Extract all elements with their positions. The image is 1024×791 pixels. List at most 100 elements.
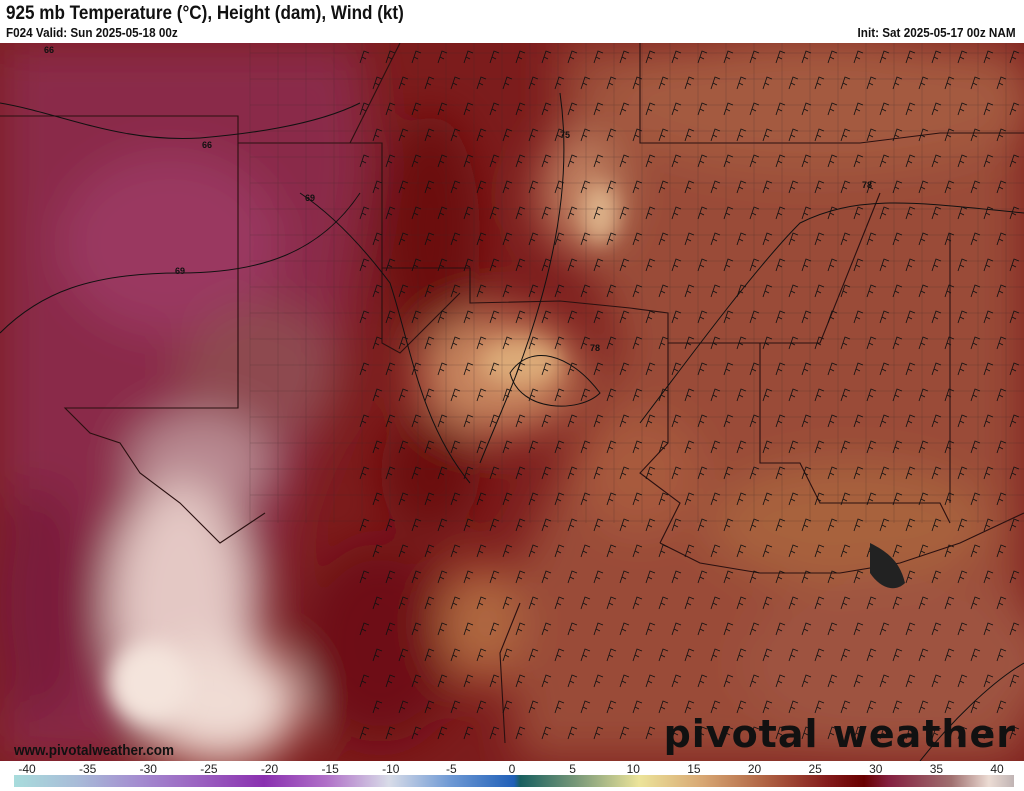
wind-barb (515, 726, 526, 740)
wind-barb (554, 440, 565, 454)
wind-barb (411, 50, 422, 64)
wind-barb (944, 284, 955, 298)
wind-barb (1009, 414, 1020, 428)
wind-barb (437, 50, 448, 64)
wind-barb (814, 128, 825, 142)
wind-barb (710, 596, 721, 610)
wind-barb (840, 700, 851, 714)
wind-barb (931, 102, 942, 116)
wind-barb (658, 440, 669, 454)
wind-barb (827, 206, 838, 220)
wind-barb (710, 544, 721, 558)
wind-barb (424, 388, 435, 402)
wind-barb (905, 206, 916, 220)
wind-barb (892, 128, 903, 142)
wind-barb (762, 648, 773, 662)
wind-barb (996, 492, 1007, 506)
wind-barb (918, 232, 929, 246)
wind-barb (606, 700, 617, 714)
wind-barb (853, 466, 864, 480)
wind-barb (619, 518, 630, 532)
wind-barb (853, 570, 864, 584)
wind-barb (502, 128, 513, 142)
wind-barb (489, 102, 500, 116)
wind-barb (411, 310, 422, 324)
wind-barb (892, 440, 903, 454)
wind-barb (983, 362, 994, 376)
wind-barb (853, 310, 864, 324)
wind-barb (450, 440, 461, 454)
wind-barb (775, 310, 786, 324)
wind-barb (515, 206, 526, 220)
wind-barb (996, 128, 1007, 142)
wind-barb (450, 180, 461, 194)
wind-barb (476, 440, 487, 454)
wind-barb (593, 154, 604, 168)
wind-barb (1009, 102, 1020, 116)
wind-barb (463, 726, 474, 740)
wind-barb (918, 544, 929, 558)
wind-barb (801, 518, 812, 532)
colorbar-tick: 30 (869, 762, 883, 776)
wind-barb (879, 206, 890, 220)
wind-barb (463, 518, 474, 532)
wind-barb (957, 310, 968, 324)
wind-barb (762, 492, 773, 506)
wind-barb (684, 388, 695, 402)
wind-barb (528, 336, 539, 350)
wind-barb (606, 232, 617, 246)
wind-barb (554, 700, 565, 714)
wind-barb (892, 284, 903, 298)
wind-barb (619, 102, 630, 116)
wind-barb (437, 154, 448, 168)
wind-barb (996, 284, 1007, 298)
wind-barb (541, 674, 552, 688)
wind-barb (502, 180, 513, 194)
wind-barb (411, 154, 422, 168)
wind-barb (892, 596, 903, 610)
wind-barb (931, 362, 942, 376)
wind-barb (853, 154, 864, 168)
wind-barb (645, 674, 656, 688)
wind-barb (515, 102, 526, 116)
wind-barb (866, 336, 877, 350)
wind-barb (775, 414, 786, 428)
wind-barb (385, 622, 396, 636)
height-contours (0, 92, 1024, 761)
wind-barb (736, 388, 747, 402)
wind-barb (671, 102, 682, 116)
wind-barb (749, 154, 760, 168)
wind-barb (567, 258, 578, 272)
wind-barb (853, 102, 864, 116)
wind-barb (892, 76, 903, 90)
wind-barb (944, 128, 955, 142)
wind-barb (697, 154, 708, 168)
wind-barb (905, 362, 916, 376)
wind-barb (996, 76, 1007, 90)
wind-barb (749, 518, 760, 532)
wind-barb (814, 700, 825, 714)
wind-barb (827, 414, 838, 428)
wind-barb (801, 50, 812, 64)
wind-barb (762, 180, 773, 194)
wind-barb (632, 128, 643, 142)
wind-barb (541, 362, 552, 376)
wind-barb (918, 284, 929, 298)
wind-barb (788, 284, 799, 298)
wind-barb (450, 336, 461, 350)
wind-barb (541, 726, 552, 740)
wind-barb (853, 674, 864, 688)
wind-barb (788, 180, 799, 194)
wind-barb (957, 362, 968, 376)
wind-barb (931, 154, 942, 168)
wind-barb (671, 310, 682, 324)
wind-barb (463, 414, 474, 428)
wind-barb (671, 570, 682, 584)
valid-time: F024 Valid: Sun 2025-05-18 00z (6, 25, 178, 40)
wind-barb (840, 388, 851, 402)
wind-barb (697, 258, 708, 272)
colorbar-strip (14, 775, 1014, 787)
wind-barb (372, 232, 383, 246)
wind-barb (554, 76, 565, 90)
wind-barb (359, 362, 370, 376)
